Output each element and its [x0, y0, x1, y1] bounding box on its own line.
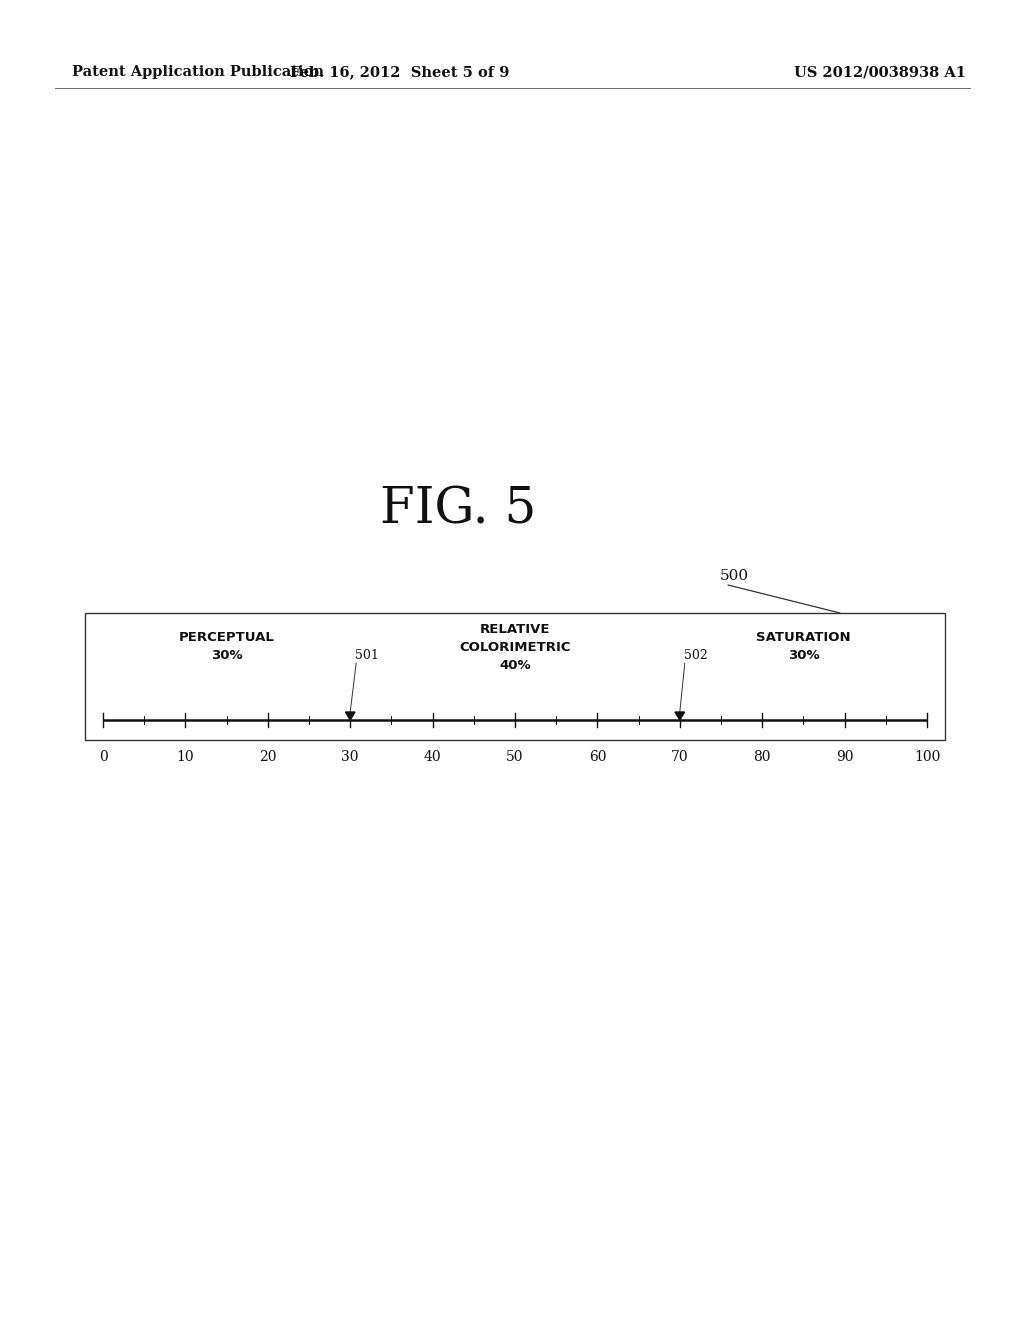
Text: 10: 10: [176, 750, 195, 764]
Text: FIG. 5: FIG. 5: [380, 486, 537, 535]
Text: 30: 30: [341, 750, 359, 764]
Text: 100: 100: [913, 750, 940, 764]
Bar: [85, 612, 945, 741]
Text: 70: 70: [671, 750, 688, 764]
Text: 30%: 30%: [211, 649, 243, 663]
Text: 501: 501: [355, 649, 379, 663]
Text: Feb. 16, 2012  Sheet 5 of 9: Feb. 16, 2012 Sheet 5 of 9: [291, 65, 510, 79]
Text: SATURATION: SATURATION: [756, 631, 851, 644]
Text: 502: 502: [684, 649, 708, 663]
Text: PERCEPTUAL: PERCEPTUAL: [178, 631, 274, 644]
Text: 80: 80: [754, 750, 771, 764]
Text: RELATIVE: RELATIVE: [480, 623, 550, 636]
Text: 50: 50: [506, 750, 523, 764]
Text: 90: 90: [836, 750, 853, 764]
Text: US 2012/0038938 A1: US 2012/0038938 A1: [794, 65, 966, 79]
Text: 30%: 30%: [787, 649, 819, 663]
Text: 500: 500: [720, 569, 750, 583]
Text: 20: 20: [259, 750, 276, 764]
Text: 60: 60: [589, 750, 606, 764]
Text: 0: 0: [98, 750, 108, 764]
Polygon shape: [675, 711, 685, 719]
Text: COLORIMETRIC: COLORIMETRIC: [459, 642, 570, 653]
Text: 40: 40: [424, 750, 441, 764]
Text: 40%: 40%: [499, 659, 530, 672]
Polygon shape: [345, 711, 355, 719]
Text: Patent Application Publication: Patent Application Publication: [72, 65, 324, 79]
